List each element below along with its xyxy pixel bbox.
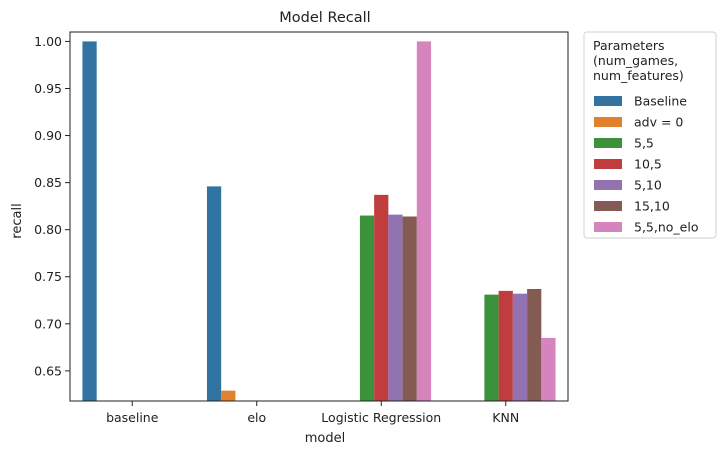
bar-5-5-no-elo-logistic-regression [416,41,432,401]
bar-15-10-logistic-regression [402,216,417,401]
y-tick-label: 0.85 [34,175,62,190]
x-tick-label: KNN [492,410,519,425]
y-tick-label: 0.95 [34,81,62,96]
y-tick-label: 0.75 [34,269,62,284]
legend-swatch [594,96,622,106]
bar-10-5-logistic-regression [374,194,389,401]
legend-swatch [594,180,622,190]
legend-swatch [594,117,622,127]
bar-10-5-knn [498,290,513,401]
legend: Parameters(num_games, num_features) Basel… [583,31,717,239]
legend-swatch [594,159,622,169]
x-axis-label: model [305,431,345,446]
bar-5-5-knn [484,294,499,401]
legend-entry-label: 15,10 [634,199,670,214]
legend-entry-label: 5,10 [634,178,662,193]
x-tick-label: Logistic Regression [321,410,441,425]
legend-title: Parameters [593,38,665,53]
y-tick-label: 1.00 [34,34,62,49]
y-tick-label: 0.80 [34,222,62,237]
bar-baseline-baseline [82,41,97,401]
y-tick-label: 0.90 [34,128,62,143]
bar-5-5-logistic-regression [359,215,375,401]
legend-swatch [594,138,622,148]
bar-5-10-knn [512,293,528,401]
legend-title: (num_games, [593,53,678,68]
y-axis-label: recall [10,203,25,238]
x-tick-label: elo [247,410,266,425]
bar-adv-0-elo [221,390,236,401]
y-tick-label: 0.65 [34,363,62,378]
legend-entry-label: 5,5 [634,136,654,151]
legend-entry-label: 10,5 [634,157,662,172]
bars-layer [82,41,556,401]
legend-swatch [594,201,622,211]
legend-entry-label: Baseline [634,94,687,109]
legend-title: num_features) [593,68,684,83]
bar-15-10-knn [527,288,542,401]
bar-5-10-logistic-regression [388,214,403,401]
legend-swatch [594,222,622,232]
axes-layer: 0.65 0.70 0.75 0.80 0.85 0.90 0.95 1.00 baseline… [34,31,569,425]
plot-frame [69,31,569,402]
x-tick-label: baseline [106,410,159,425]
chart-title: Model Recall [279,10,370,26]
legend-entry-label: adv = 0 [634,115,683,130]
bar-5-5-no-elo-knn [541,337,556,401]
legend-entry-label: 5,5,no_elo [634,220,698,235]
bar-baseline-elo [206,186,222,401]
y-tick-label: 0.70 [34,316,62,331]
